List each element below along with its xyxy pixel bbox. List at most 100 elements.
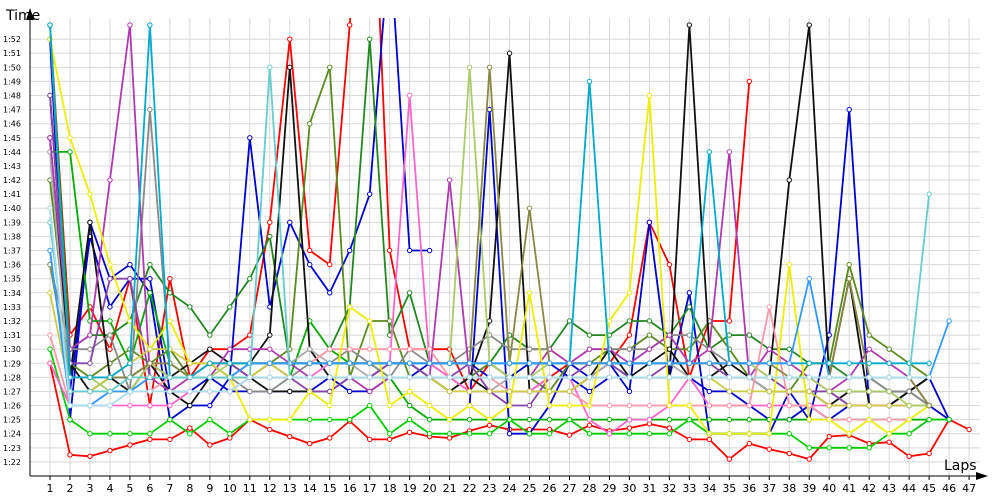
data-point: [67, 416, 73, 423]
data-point: [746, 360, 752, 366]
data-point: [327, 261, 333, 268]
data-point: [127, 431, 133, 437]
x-tick-label: 42: [862, 482, 876, 495]
data-point: [107, 177, 113, 183]
data-point: [466, 64, 473, 71]
data-point: [307, 388, 313, 395]
y-tick-label: 1:52: [3, 35, 21, 44]
data-point: [486, 64, 493, 71]
data-point: [526, 360, 533, 366]
data-point: [946, 318, 952, 324]
data-point: [406, 402, 413, 409]
data-point: [406, 388, 413, 395]
data-point: [826, 360, 832, 366]
data-point: [87, 219, 93, 226]
x-tick-label: 40: [822, 482, 836, 495]
data-point: [546, 374, 553, 381]
y-tick-label: 1:40: [3, 204, 21, 213]
data-point: [606, 431, 613, 437]
data-point: [926, 402, 932, 409]
data-point: [506, 50, 513, 56]
data-point: [406, 346, 413, 352]
data-point: [87, 360, 93, 366]
data-point: [267, 64, 273, 71]
data-point: [267, 346, 273, 352]
data-point: [87, 346, 93, 352]
data-point: [327, 360, 333, 366]
y-tick-label: 1:34: [3, 289, 21, 298]
data-point: [386, 436, 393, 443]
data-point: [606, 360, 613, 366]
data-point: [127, 388, 133, 395]
data-point: [866, 416, 872, 423]
data-point: [187, 431, 193, 437]
data-point: [267, 374, 273, 381]
data-point: [287, 64, 293, 71]
data-point: [307, 360, 313, 366]
data-point: [866, 445, 872, 451]
data-point: [746, 440, 752, 447]
data-point: [167, 318, 173, 324]
data-point: [686, 290, 693, 296]
data-point: [726, 332, 733, 338]
data-point: [706, 149, 713, 155]
data-point: [666, 374, 673, 381]
series-line: [49, 18, 751, 407]
data-point: [526, 402, 533, 409]
data-point: [846, 106, 852, 113]
y-tick-label: 1:29: [3, 359, 21, 368]
data-point: [107, 447, 113, 454]
x-tick-label: 21: [443, 482, 457, 495]
y-tick-label: 1:47: [3, 106, 21, 115]
data-point: [207, 442, 213, 448]
data-point: [267, 388, 273, 395]
x-tick-label: 34: [702, 482, 716, 495]
data-point: [806, 22, 812, 28]
data-point: [806, 276, 812, 282]
data-point: [486, 416, 493, 423]
data-point: [287, 374, 293, 381]
data-point: [466, 416, 473, 423]
data-point: [167, 388, 173, 395]
data-point: [47, 22, 53, 28]
data-point: [906, 388, 912, 395]
data-point: [486, 388, 493, 395]
x-tick-label: 44: [902, 482, 916, 495]
data-point: [207, 388, 213, 395]
data-point: [926, 450, 932, 457]
data-point: [626, 346, 633, 352]
data-point: [267, 360, 273, 366]
data-point: [127, 374, 133, 381]
data-point: [886, 431, 892, 437]
x-tick-labels: 1 2 3 4 5 6 7 8 9 10 11 12 13 14 15 16 17 18 19 20 21 22 23 24 2…: [47, 482, 977, 495]
x-tick-label: 36: [742, 482, 756, 495]
series-layer: [47, 18, 972, 462]
y-tick-label: 1:42: [3, 176, 21, 185]
x-tick-label: 28: [582, 482, 596, 495]
data-point: [586, 416, 593, 423]
data-point: [87, 374, 93, 381]
data-point: [666, 261, 673, 268]
data-point: [486, 360, 493, 366]
data-point: [586, 402, 593, 409]
data-point: [766, 402, 772, 409]
data-point: [686, 332, 693, 338]
data-point: [47, 332, 53, 338]
data-point: [406, 92, 413, 99]
data-point: [506, 360, 513, 366]
data-point: [307, 374, 313, 381]
data-point: [826, 402, 832, 409]
x-tick-label: 46: [942, 482, 956, 495]
data-point: [526, 374, 533, 381]
data-point: [626, 318, 633, 324]
data-point: [247, 374, 253, 381]
data-point: [906, 416, 912, 423]
series-line: [49, 348, 950, 449]
data-point: [366, 388, 373, 395]
data-point: [626, 360, 633, 366]
y-tick-label: 1:26: [3, 402, 21, 411]
data-point: [127, 22, 133, 28]
data-point: [586, 360, 593, 366]
data-point: [307, 120, 313, 127]
